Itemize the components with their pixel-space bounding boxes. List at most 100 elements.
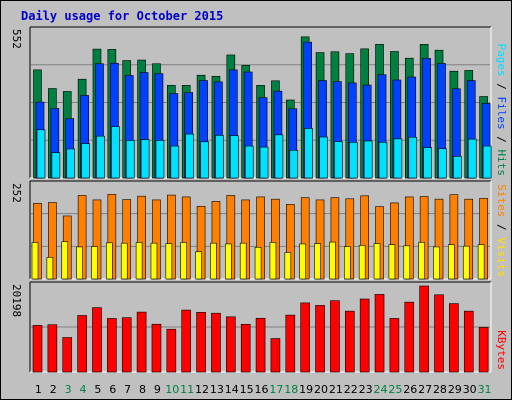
sites-bar — [373, 243, 381, 280]
legend-pages: Pages — [495, 44, 508, 77]
sites-bar — [91, 246, 98, 280]
sites-bar — [61, 241, 69, 280]
legend-sep: / — [495, 130, 508, 150]
pages-bar — [125, 140, 135, 179]
legend-sep: / — [495, 217, 508, 237]
pages-bar — [215, 135, 224, 179]
pages-bar — [244, 145, 254, 179]
pages-bar — [200, 141, 209, 179]
legend-panel-0: Pages / Files / Hits — [495, 44, 508, 177]
day-label: 21 — [329, 383, 343, 396]
day-label: 5 — [94, 383, 101, 396]
day-label: 13 — [210, 383, 224, 396]
day-label: 27 — [418, 383, 432, 396]
kbytes-bar — [226, 316, 236, 373]
kbytes-bar — [47, 324, 58, 373]
sites-bar — [180, 242, 188, 280]
sites-bar — [314, 243, 321, 280]
day-label: 20 — [314, 383, 328, 396]
kbytes-bar — [374, 294, 385, 373]
kbytes-bar — [344, 310, 355, 373]
sites-bar — [106, 242, 113, 280]
day-label: 1 — [35, 383, 42, 396]
pages-bar — [81, 143, 90, 179]
legend-kbytes: KBytes — [495, 330, 508, 370]
day-label: 7 — [124, 383, 131, 396]
kbytes-bar — [389, 318, 400, 373]
pages-bar — [289, 150, 299, 179]
day-label: 6 — [109, 383, 116, 396]
sites-bar — [269, 242, 277, 280]
kbytes-bar — [330, 300, 340, 373]
day-label: 16 — [255, 383, 269, 396]
sites-bar — [195, 251, 202, 280]
sites-bar — [462, 245, 470, 280]
sites-bar — [284, 252, 292, 280]
chart-title: Daily usage for October 2015 — [21, 9, 224, 23]
day-label: 15 — [240, 383, 254, 396]
kbytes-bar — [463, 310, 474, 373]
day-label: 4 — [80, 383, 87, 396]
pages-bar — [111, 126, 120, 179]
sites-bar — [477, 244, 485, 280]
day-label: 18 — [284, 383, 298, 396]
sites-bar — [343, 246, 351, 280]
kbytes-bar — [211, 312, 221, 373]
sites-bar — [418, 242, 425, 280]
day-label: 14 — [225, 383, 239, 396]
sites-bar — [150, 242, 158, 280]
day-label: 28 — [433, 383, 447, 396]
sites-bar — [239, 242, 247, 280]
day-label: 30 — [463, 383, 477, 396]
pages-bar — [155, 140, 165, 179]
day-label: 12 — [195, 383, 209, 396]
pages-bar — [423, 147, 432, 179]
pages-bar — [185, 133, 195, 179]
kbytes-bar — [240, 323, 251, 373]
kbytes-bar — [300, 302, 310, 373]
kbytes-bar — [315, 305, 325, 373]
pages-bar — [453, 156, 462, 179]
kbytes-bar — [196, 312, 206, 373]
day-label: 19 — [299, 383, 313, 396]
kbytes-bar — [32, 325, 43, 373]
sites-bar — [388, 244, 396, 280]
pages-bar — [274, 134, 284, 179]
kbytes-axis-max-label: 20198 — [10, 284, 23, 317]
sites-bar — [299, 243, 306, 280]
day-label: 26 — [403, 383, 417, 396]
day-label: 31 — [478, 383, 492, 396]
sites-bar — [433, 246, 440, 280]
pages-bar — [140, 139, 150, 179]
day-label: 17 — [269, 383, 283, 396]
kbytes-bar — [166, 328, 177, 373]
day-label: 10 — [165, 383, 179, 396]
sites-bar — [448, 244, 455, 280]
kbytes-bar — [255, 317, 266, 373]
pages-bar — [66, 148, 76, 179]
sites-bar — [76, 246, 83, 280]
kbytes-bar — [285, 314, 296, 373]
day-label: 22 — [344, 383, 358, 396]
pages-bar — [230, 135, 239, 179]
pages-bar — [348, 142, 358, 179]
hits-axis-max-label: 552 — [10, 29, 23, 49]
kbytes-bar — [449, 303, 459, 373]
sites-bar — [254, 246, 262, 280]
day-label: 8 — [139, 383, 146, 396]
pages-bar — [259, 146, 269, 179]
kbytes-bar — [270, 338, 281, 373]
legend-panel-1: Sites / Visits — [495, 184, 508, 277]
legend-sites: Sites — [495, 184, 508, 217]
day-label: 29 — [448, 383, 462, 396]
pages-bar — [363, 140, 373, 179]
day-label: 24 — [373, 383, 387, 396]
kbytes-bar — [92, 307, 102, 373]
pages-bar — [334, 141, 343, 179]
visits-axis-max-label: 252 — [10, 183, 23, 203]
day-label: 3 — [65, 383, 72, 396]
sites-bar — [135, 242, 143, 280]
pages-bar — [319, 136, 328, 179]
kbytes-bar — [136, 311, 147, 373]
